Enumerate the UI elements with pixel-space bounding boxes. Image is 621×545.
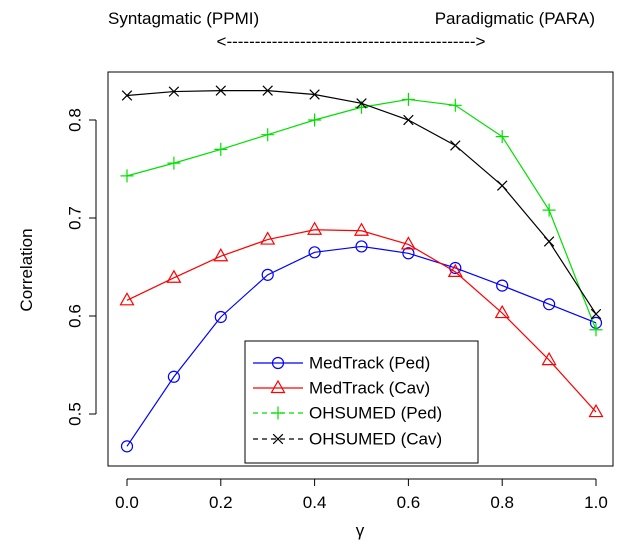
series-line [126,89,597,315]
data-point [308,246,321,259]
y-tick-label: 0.5 [66,402,85,426]
x-tick-label: 1.0 [584,493,608,512]
data-point [355,240,368,253]
data-point [449,261,462,275]
data-point [494,304,510,319]
data-point [307,221,323,235]
data-point [447,263,463,277]
data-point [448,98,462,112]
data-point [261,268,274,281]
series-2 [119,221,604,418]
legend-marker [271,356,285,370]
x-tick-label: 0.4 [303,493,327,512]
data-point [120,169,134,183]
x-tick-label: 0.8 [490,493,514,512]
legend-label: MedTrack (Cav) [309,379,430,398]
series-4 [121,85,602,320]
data-point [308,113,322,127]
y-tick-label: 0.8 [66,108,85,132]
data-point [167,370,180,383]
data-point [168,86,180,97]
y-tick-label: 0.6 [66,304,85,328]
data-point [542,298,556,311]
data-point [215,85,227,96]
data-point [401,92,415,106]
plot-frame [107,71,614,467]
data-point [541,351,557,366]
header-right-label: Paradigmatic (PARA) [435,9,595,28]
header-left-label: Syntagmatic (PPMI) [108,9,259,28]
data-point [120,440,134,453]
data-point [166,269,182,283]
x-tick-label: 0.6 [397,493,421,512]
data-point [495,130,509,144]
data-point [450,140,461,151]
series-line [126,245,597,447]
legend: MedTrack (Ped) MedTrack (Cav) OHSUMED (Ped… [244,340,479,464]
data-point [590,308,602,320]
legend-label: MedTrack (Ped) [309,354,430,373]
data-point [589,323,603,337]
data-point [213,248,229,262]
legend-marker [271,406,285,420]
legend-marker [272,433,284,445]
data-point [496,180,508,191]
header-arrow: <---------------------------------------… [217,32,486,51]
data-point [496,279,509,292]
series-line [126,229,597,413]
y-tick-label: 0.7 [66,206,85,230]
data-point [261,128,275,142]
y-axis-label: Correlation [17,228,36,311]
data-point [353,222,370,236]
data-point [121,90,133,101]
data-point [400,236,416,250]
data-point [260,231,276,245]
data-point [262,85,273,96]
series-layer [119,85,604,453]
data-point [356,98,367,109]
data-point [214,310,227,324]
x-tick-label: 0.2 [209,493,233,512]
legend-marker [270,379,286,394]
data-point [214,142,228,156]
data-point [588,403,604,418]
data-point [309,89,320,100]
series-3 [120,92,603,337]
x-axis: 0.0 0.2 0.4 0.6 0.8 1.0 [115,478,608,512]
x-axis-label: γ [356,521,365,540]
y-axis: 0.5 0.6 0.7 0.8 [66,108,97,426]
data-point [403,114,414,126]
legend-label: OHSUMED (Ped) [309,404,442,423]
legend-label: OHSUMED (Cav) [309,430,442,449]
data-point [119,292,135,306]
data-point [543,236,555,247]
data-point [402,247,415,260]
x-tick-label: 0.0 [115,493,139,512]
data-point [167,156,181,170]
data-point [542,203,556,217]
